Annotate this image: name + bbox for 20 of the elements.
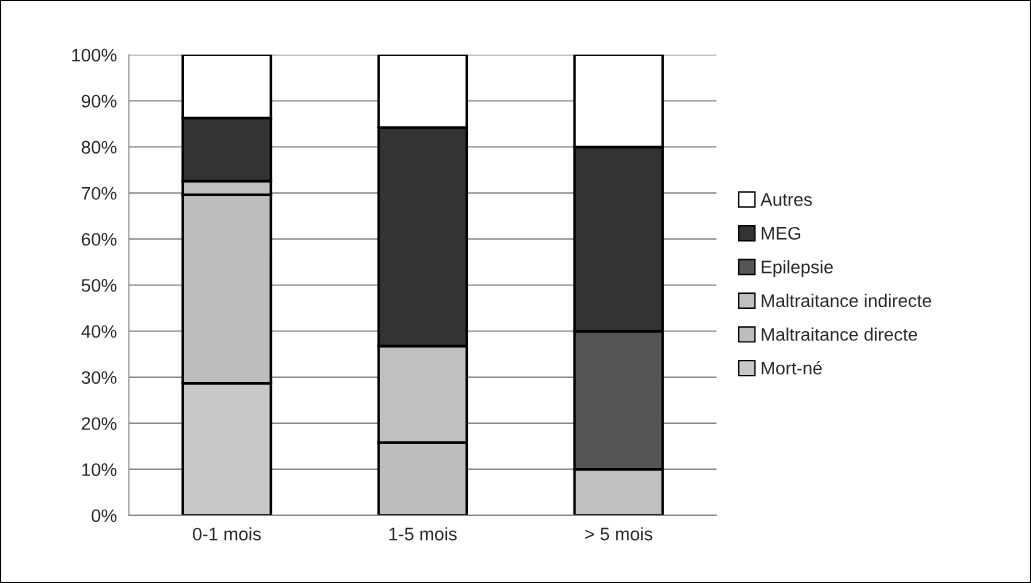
- legend-label: Maltraitance directe: [761, 327, 918, 341]
- y-tick-label: 80%: [81, 140, 117, 154]
- y-tick-label: 0%: [91, 509, 117, 523]
- x-tick-label: 0-1 mois: [192, 527, 261, 541]
- y-tick-label: 20%: [81, 417, 117, 430]
- legend-label: Autres: [760, 193, 812, 206]
- x-tick-label: 1-5 mois: [389, 527, 457, 541]
- legend-label: Mort-né: [761, 361, 822, 375]
- legend-label: Maltraitance indirecte: [761, 293, 932, 308]
- y-tick-label: 30%: [81, 371, 117, 384]
- y-tick-label: 10%: [82, 463, 117, 477]
- y-tick-label: 70%: [81, 186, 117, 200]
- y-tick-label: 40%: [81, 325, 117, 338]
- y-tick-label: 90%: [81, 94, 117, 108]
- legend-label: Epilepsie: [761, 260, 833, 277]
- y-tick-label: 50%: [81, 279, 117, 292]
- x-tick-label: > 5 mois: [585, 527, 653, 541]
- y-tick-label: 60%: [81, 232, 117, 246]
- legend-label: MEG: [761, 226, 801, 240]
- y-tick-label: 100%: [72, 48, 117, 62]
